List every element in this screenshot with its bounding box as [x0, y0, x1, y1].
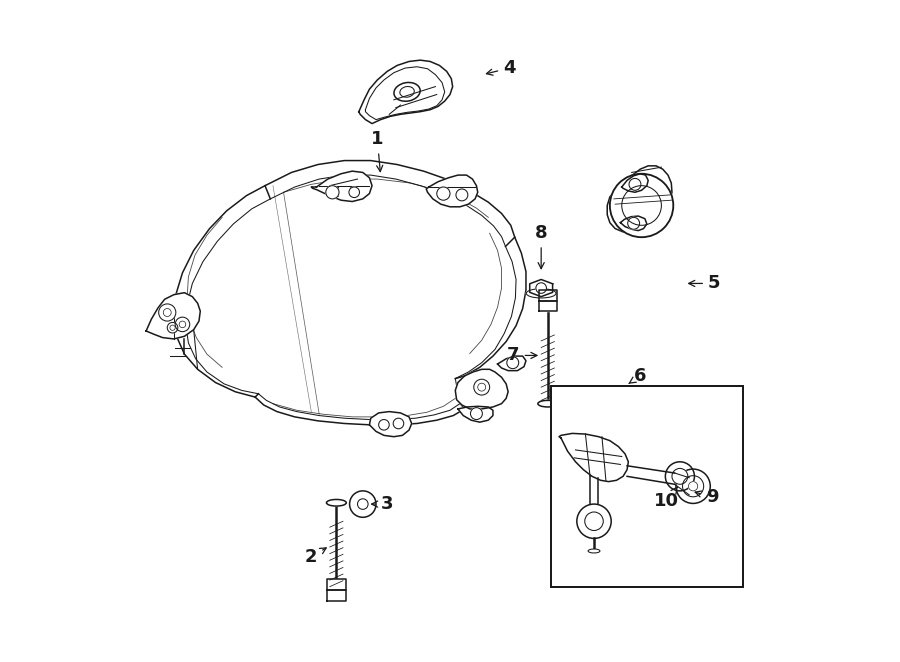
- Bar: [551, 386, 742, 587]
- Circle shape: [672, 469, 688, 485]
- Polygon shape: [559, 434, 628, 482]
- Text: 3: 3: [372, 495, 393, 513]
- Polygon shape: [620, 216, 647, 230]
- Polygon shape: [359, 60, 453, 124]
- Circle shape: [349, 187, 359, 197]
- Ellipse shape: [526, 289, 556, 298]
- Circle shape: [456, 189, 468, 201]
- Text: 6: 6: [629, 367, 646, 385]
- Text: 2: 2: [305, 548, 326, 566]
- Circle shape: [665, 462, 695, 491]
- Circle shape: [349, 491, 376, 517]
- Circle shape: [627, 217, 640, 229]
- Circle shape: [682, 476, 704, 496]
- Polygon shape: [538, 290, 557, 301]
- Ellipse shape: [588, 549, 600, 553]
- Circle shape: [507, 357, 518, 369]
- Circle shape: [357, 498, 368, 509]
- Text: 4: 4: [486, 59, 516, 77]
- Circle shape: [167, 322, 178, 333]
- Text: 10: 10: [654, 487, 680, 510]
- Circle shape: [629, 178, 641, 190]
- Circle shape: [158, 304, 176, 321]
- Circle shape: [610, 173, 673, 237]
- Circle shape: [473, 379, 490, 395]
- Circle shape: [436, 187, 450, 200]
- Polygon shape: [369, 412, 411, 437]
- Polygon shape: [608, 166, 672, 232]
- Polygon shape: [146, 293, 201, 339]
- Polygon shape: [311, 171, 372, 201]
- Polygon shape: [538, 301, 557, 311]
- Text: 1: 1: [371, 130, 383, 171]
- Polygon shape: [498, 356, 526, 371]
- Polygon shape: [455, 369, 508, 409]
- Circle shape: [622, 185, 662, 225]
- Text: 7: 7: [508, 346, 537, 365]
- Polygon shape: [427, 175, 478, 207]
- Circle shape: [393, 418, 404, 429]
- Polygon shape: [327, 579, 346, 590]
- Circle shape: [676, 469, 710, 503]
- Circle shape: [471, 408, 482, 420]
- Polygon shape: [458, 406, 493, 422]
- Circle shape: [379, 420, 389, 430]
- Circle shape: [326, 185, 339, 199]
- Polygon shape: [622, 173, 648, 192]
- Polygon shape: [530, 279, 553, 297]
- Polygon shape: [327, 590, 346, 600]
- Ellipse shape: [538, 401, 558, 407]
- Circle shape: [688, 482, 698, 491]
- Circle shape: [577, 504, 611, 538]
- Ellipse shape: [327, 499, 346, 506]
- Circle shape: [536, 283, 546, 293]
- Text: 8: 8: [535, 224, 547, 269]
- Circle shape: [585, 512, 603, 530]
- Text: 9: 9: [695, 489, 718, 506]
- Ellipse shape: [394, 83, 420, 101]
- Text: 5: 5: [688, 275, 721, 293]
- Circle shape: [176, 317, 190, 332]
